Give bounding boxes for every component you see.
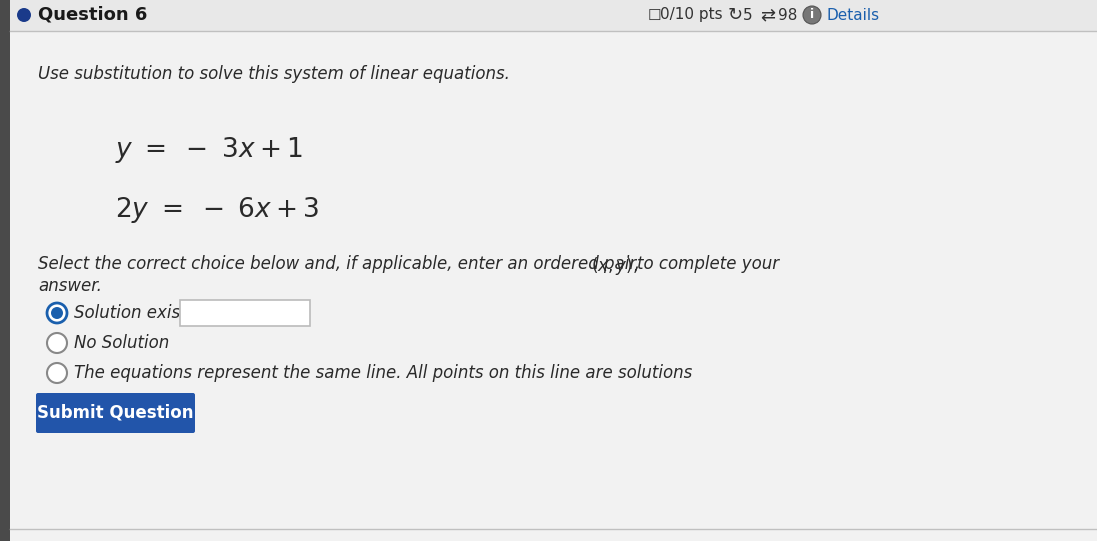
FancyBboxPatch shape (180, 300, 310, 326)
Circle shape (803, 6, 821, 24)
Text: $2y\ =\ -\ 6x + 3$: $2y\ =\ -\ 6x + 3$ (115, 195, 319, 225)
Bar (10, 0, 1097, 31)
Text: 98: 98 (778, 8, 798, 23)
Text: 0/10 pts: 0/10 pts (660, 8, 723, 23)
Text: answer.: answer. (38, 277, 102, 295)
Text: The equations represent the same line. All points on this line are solutions: The equations represent the same line. A… (73, 364, 692, 382)
Text: Select the correct choice below and, if applicable, enter an ordered pair,: Select the correct choice below and, if … (38, 255, 640, 273)
Text: No Solution: No Solution (73, 334, 169, 352)
Circle shape (47, 303, 67, 323)
Text: Solution exists:: Solution exists: (73, 304, 201, 322)
FancyBboxPatch shape (36, 393, 195, 433)
Text: Question 6: Question 6 (38, 6, 147, 24)
Text: 5: 5 (743, 8, 753, 23)
Text: to complete your: to complete your (637, 255, 779, 273)
Text: Details: Details (826, 8, 879, 23)
Bar (0, 0, 10, 541)
Text: ↻: ↻ (728, 6, 743, 24)
Text: $y\ =\ -\ 3x + 1$: $y\ =\ -\ 3x + 1$ (115, 135, 303, 165)
Circle shape (47, 363, 67, 383)
Circle shape (50, 307, 63, 319)
Circle shape (16, 8, 31, 22)
Text: ⇄: ⇄ (760, 6, 776, 24)
Text: Use substitution to solve this system of linear equations.: Use substitution to solve this system of… (38, 65, 510, 83)
Circle shape (47, 333, 67, 353)
Text: ☐: ☐ (648, 8, 661, 23)
Text: Submit Question: Submit Question (37, 404, 194, 422)
Text: i: i (810, 9, 814, 22)
Text: $(x, y),$: $(x, y),$ (591, 255, 638, 277)
